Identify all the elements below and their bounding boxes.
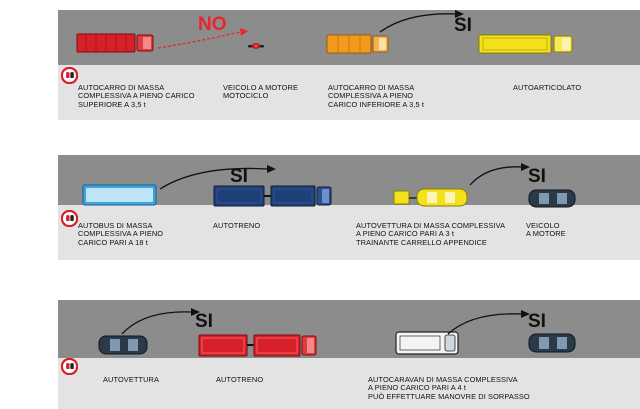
allowed-word: SI [454, 15, 472, 36]
car-with-trailer-yellow [393, 188, 468, 207]
vehicle-label: AUTOARTICOLATO [513, 83, 582, 92]
allowed-word: SI [528, 311, 546, 332]
allowed-word: SI [195, 311, 213, 332]
motorcycle [248, 43, 264, 49]
vehicle-label: AUTOCARRO DI MASSA COMPLESSIVA A PIENO C… [328, 83, 425, 109]
road-train-red [198, 334, 317, 357]
car-dark [528, 333, 576, 353]
vehicle-label: AUTOCARAVAN DI MASSA COMPLESSIVA A PIENO… [368, 375, 530, 401]
articulated-truck-yellow [478, 34, 573, 54]
vehicle-label: VEICOLO A MOTORE MOTOCICLO [223, 83, 298, 101]
panel-3: SI SI AUTOVETTURA AUTOTRENO AUTOCARAVAN … [58, 300, 640, 409]
overtake-arrow-icon [159, 165, 276, 190]
no-overtaking-sign-icon [61, 210, 78, 227]
overtake-arrow-icon [447, 310, 530, 335]
no-overtaking-sign-icon [61, 358, 78, 375]
car-dark [98, 335, 148, 355]
heavy-truck-red [76, 33, 154, 53]
vehicle-label: AUTOTRENO [216, 375, 264, 384]
vehicle-label: AUTOBUS DI MASSA COMPLESSIVA A PIENO CAR… [78, 221, 164, 247]
vehicle-label: AUTOVETTURA DI MASSA COMPLESSIVA A PIENO… [356, 221, 506, 247]
bus-light-blue [82, 184, 157, 206]
no-overtaking-sign-icon [61, 67, 78, 84]
vehicle-label: AUTOTRENO [213, 221, 261, 230]
overtake-arrow-icon [469, 163, 530, 186]
info-strip [58, 205, 640, 260]
panel-2: SI SI AUTOBUS DI MASSA COMPLESSIVA A PIE… [58, 155, 640, 260]
vehicle-label: AUTOCARRO DI MASSA COMPLESSIVA A PIENO C… [78, 83, 195, 109]
overtake-arrow-icon [121, 308, 200, 335]
road-train-dark-blue [213, 185, 332, 207]
overtake-arrow-icon [379, 10, 464, 33]
forbidden-word: NO [198, 14, 227, 35]
overtake-arrow-icon [157, 28, 248, 49]
camper-van-white [395, 331, 459, 355]
info-strip [58, 358, 640, 409]
panel-1: NO SI AUTOCARRO DI MASSA COMPLESSIVA A P… [58, 10, 640, 120]
allowed-word: SI [230, 166, 248, 187]
vehicle-label: VEICOLO A MOTORE [526, 221, 566, 239]
vehicle-label: AUTOVETTURA [103, 375, 159, 384]
car-dark [528, 189, 576, 208]
info-strip [58, 65, 640, 120]
allowed-word: SI [528, 166, 546, 187]
light-truck-orange [326, 34, 389, 54]
